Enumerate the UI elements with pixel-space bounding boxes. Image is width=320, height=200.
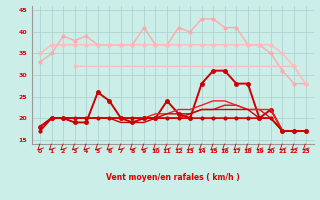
X-axis label: Vent moyen/en rafales ( km/h ): Vent moyen/en rafales ( km/h ): [106, 173, 240, 182]
